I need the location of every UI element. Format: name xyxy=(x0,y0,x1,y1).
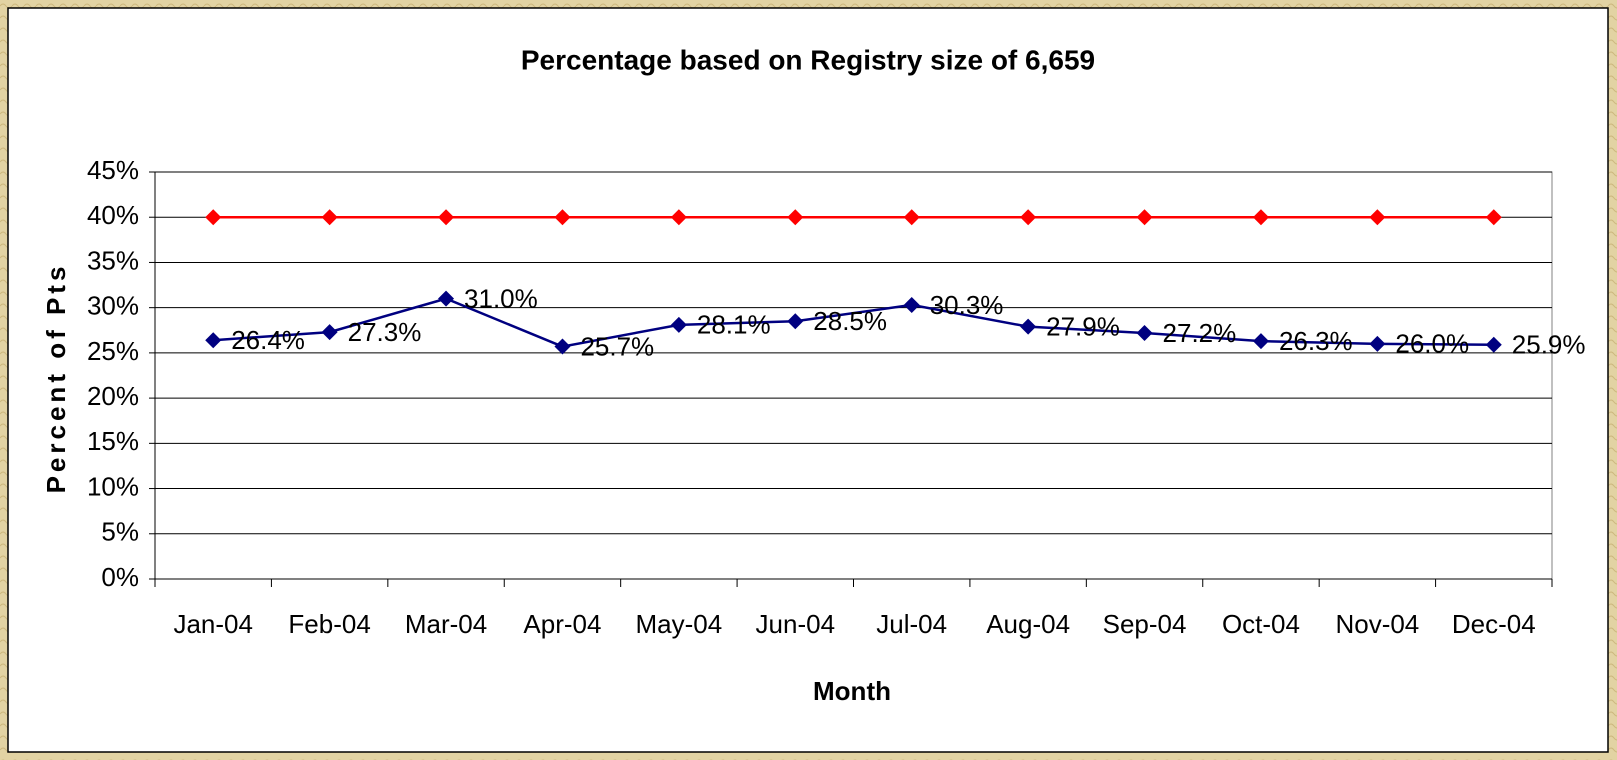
x-tick-label: May-04 xyxy=(636,609,723,639)
marker xyxy=(787,313,804,330)
data-label: 26.3% xyxy=(1279,326,1353,356)
y-tick-label: 0% xyxy=(101,562,139,592)
data-label: 26.0% xyxy=(1395,329,1469,359)
marker xyxy=(787,209,804,226)
marker xyxy=(1369,209,1386,226)
x-tick-label: Jun-04 xyxy=(756,609,836,639)
data-label: 27.2% xyxy=(1163,318,1237,348)
y-tick-label: 15% xyxy=(87,426,139,456)
y-tick-label: 45% xyxy=(87,155,139,185)
data-label: 27.3% xyxy=(348,317,422,347)
data-label: 28.5% xyxy=(813,306,887,336)
x-tick-label: Feb-04 xyxy=(288,609,370,639)
marker xyxy=(1136,209,1153,226)
data-label: 25.9% xyxy=(1512,330,1586,360)
x-tick-label: Jul-04 xyxy=(876,609,947,639)
marker xyxy=(321,209,338,226)
y-axis-label: Percent of Pts xyxy=(41,263,71,494)
marker xyxy=(903,296,920,313)
marker xyxy=(1020,318,1037,335)
marker xyxy=(554,338,571,355)
chart-title: Percentage based on Registry size of 6,6… xyxy=(521,44,1095,75)
marker xyxy=(438,290,455,307)
marker xyxy=(321,324,338,341)
x-tick-label: Aug-04 xyxy=(986,609,1070,639)
y-tick-label: 10% xyxy=(87,471,139,501)
marker xyxy=(1485,336,1502,353)
plot-area xyxy=(154,171,1553,580)
x-tick-label: Jan-04 xyxy=(173,609,253,639)
x-tick-label: Dec-04 xyxy=(1452,609,1536,639)
marker xyxy=(1485,209,1502,226)
marker xyxy=(1252,333,1269,350)
marker xyxy=(438,209,455,226)
x-tick-label: Mar-04 xyxy=(405,609,487,639)
marker xyxy=(670,209,687,226)
data-label: 26.4% xyxy=(231,325,305,355)
x-tick-label: Nov-04 xyxy=(1335,609,1419,639)
marker xyxy=(670,316,687,333)
marker xyxy=(554,209,571,226)
marker xyxy=(1020,209,1037,226)
series-line xyxy=(213,297,1494,348)
data-label: 25.7% xyxy=(580,331,654,361)
marker xyxy=(1136,324,1153,341)
data-label: 27.9% xyxy=(1046,312,1120,342)
marker xyxy=(205,209,222,226)
marker xyxy=(205,332,222,349)
y-tick-label: 25% xyxy=(87,336,139,366)
y-tick-label: 40% xyxy=(87,200,139,230)
y-tick-label: 35% xyxy=(87,245,139,275)
marker xyxy=(1252,209,1269,226)
x-tick-label: Sep-04 xyxy=(1103,609,1187,639)
marker xyxy=(1369,335,1386,352)
y-tick-label: 5% xyxy=(101,517,139,547)
data-label: 31.0% xyxy=(464,283,538,313)
x-tick-label: Oct-04 xyxy=(1222,609,1300,639)
data-label: 30.3% xyxy=(930,290,1004,320)
x-tick-label: Apr-04 xyxy=(523,609,601,639)
marker xyxy=(903,209,920,226)
y-tick-label: 20% xyxy=(87,381,139,411)
x-axis-label: Month xyxy=(813,676,891,706)
y-tick-label: 30% xyxy=(87,291,139,321)
data-label: 28.1% xyxy=(697,310,771,340)
